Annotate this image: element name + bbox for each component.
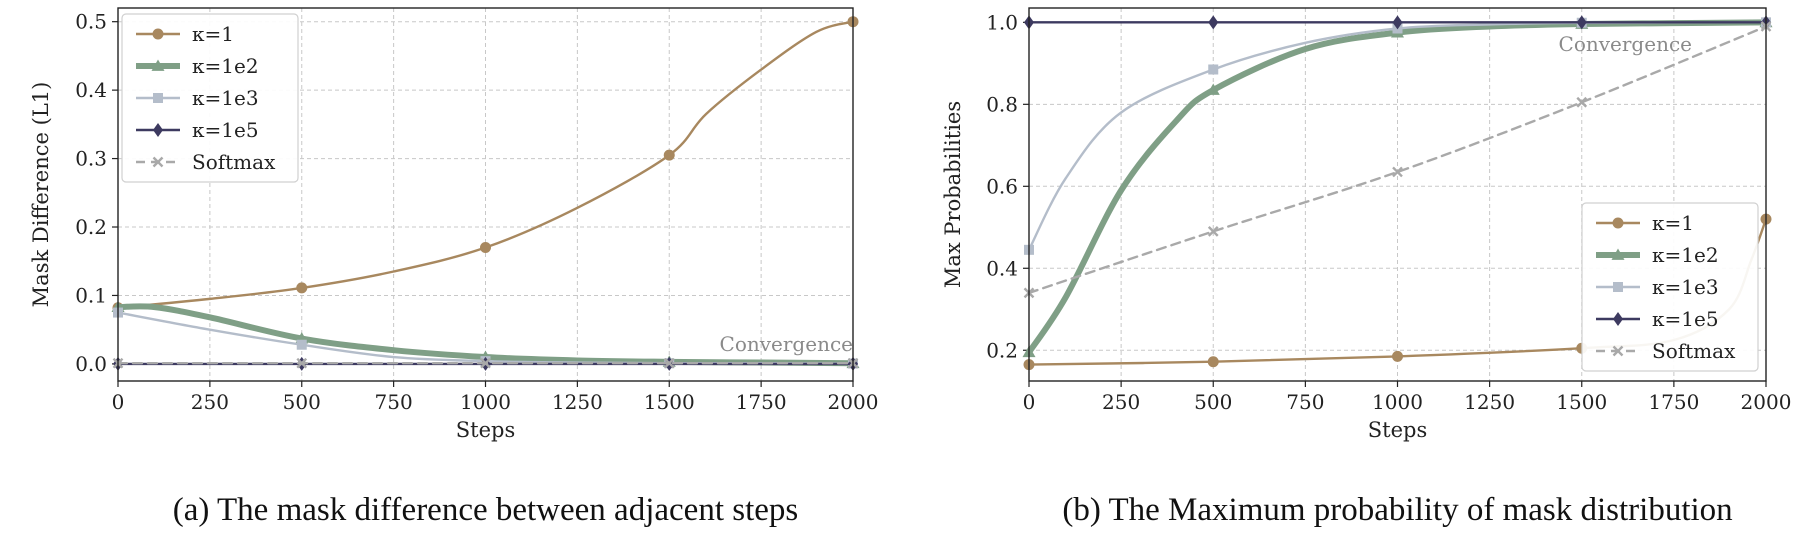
legend-label: κ=1 [192, 22, 234, 46]
x-tick-label: 1500 [644, 390, 695, 414]
x-tick-label: 0 [1023, 390, 1036, 414]
legend-label: κ=1e2 [192, 54, 259, 78]
x-tick-label: 1500 [1556, 390, 1607, 414]
legend-marker [1611, 248, 1625, 260]
x-tick-label: 250 [191, 390, 229, 414]
series-marker-5 [663, 357, 675, 369]
legend-label: κ=1e3 [192, 86, 259, 110]
x-tick-label: 1750 [1648, 390, 1699, 414]
series-marker-4 [1576, 15, 1587, 30]
legend-label: κ=1e5 [192, 118, 259, 142]
y-tick-label: 0.2 [986, 338, 1018, 362]
y-tick-label: 0.4 [75, 78, 107, 102]
figure-caption: (a) The mask difference between adjacent… [173, 492, 799, 528]
series-marker-5 [1576, 96, 1588, 108]
legend-box [121, 13, 299, 183]
y-tick-label: 0.6 [986, 174, 1018, 198]
plot-frame [117, 7, 854, 382]
y-axis-label: Mask Difference (L1) [29, 82, 53, 308]
y-tick-label: 0.2 [75, 215, 107, 239]
legend-marker [152, 156, 164, 168]
y-tick-label: 0.8 [986, 92, 1018, 116]
legend-box [1581, 202, 1759, 372]
x-tick-label: 1250 [1464, 390, 1515, 414]
chart-2: 0 250 500 750 1000 1250 1500 1750 2000 0.2 0.4 0.6 0… [941, 7, 1792, 528]
series-marker-4 [1208, 15, 1219, 30]
x-tick-label: 750 [1286, 390, 1324, 414]
y-tick-label: 1.0 [986, 10, 1018, 34]
legend-marker [151, 59, 165, 71]
series-line-1 [116, 20, 855, 309]
y-tick-label: 0.4 [986, 256, 1018, 280]
legend-label: κ=1e3 [1652, 275, 1719, 299]
x-tick-label: 1000 [460, 390, 511, 414]
series-marker-3 [1208, 64, 1219, 75]
series-marker-1 [1392, 350, 1403, 362]
plot-frame [1028, 7, 1767, 382]
series-marker-3 [296, 339, 307, 350]
series-marker-2 [1206, 83, 1220, 95]
x-tick-label: 250 [1102, 390, 1140, 414]
plot-area [111, 16, 860, 371]
legend-marker [1612, 217, 1624, 229]
x-axis-label: Steps [456, 418, 515, 442]
x-tick-label: 1250 [552, 390, 603, 414]
legend-label: Softmax [1652, 339, 1736, 363]
legend-label: κ=1e2 [1652, 243, 1719, 267]
series-marker-5 [1207, 226, 1219, 237]
x-tick-label: 0 [112, 390, 125, 414]
figure-caption: (b) The Maximum probability of mask dist… [1062, 492, 1732, 528]
legend-marker [152, 28, 164, 40]
series-marker-5 [296, 357, 308, 369]
series-marker-1 [480, 242, 491, 254]
legend-label: κ=1e5 [1652, 307, 1719, 331]
legend-label: κ=1 [1652, 211, 1694, 235]
legend: κ=1 κ=1e2 κ=1e3 κ=1e5 Softmax [1581, 202, 1759, 372]
x-tick-label: 1000 [1372, 390, 1423, 414]
x-tick-label: 500 [283, 390, 321, 414]
plot-area [1022, 15, 1773, 371]
legend-marker [153, 93, 163, 103]
y-tick-label: 0.1 [75, 283, 107, 307]
y-tick-label: 0.5 [75, 10, 107, 34]
y-tick-label: 0.3 [75, 147, 107, 171]
x-tick-label: 500 [1194, 390, 1232, 414]
series-marker-5 [480, 357, 491, 369]
legend: κ=1 κ=1e2 κ=1e3 κ=1e5 Softmax [121, 13, 299, 183]
y-axis-label: Max Probabilities [941, 101, 965, 288]
x-axis-label: Steps [1368, 418, 1427, 442]
y-tick-label: 0.0 [75, 352, 107, 376]
x-tick-label: 750 [375, 390, 413, 414]
legend-marker [1613, 312, 1623, 326]
convergence-annotation: Convergence [1559, 32, 1692, 56]
legend-marker [1613, 282, 1623, 292]
series-marker-4 [1392, 15, 1403, 30]
legend-label: Softmax [192, 150, 276, 174]
series-marker-1 [296, 282, 308, 294]
x-tick-label: 2000 [828, 390, 879, 414]
chart-1: 0 250 500 750 1000 1250 1500 1750 2000 0.0 0.1 0.2 0… [29, 7, 879, 528]
series-marker-5 [1392, 166, 1403, 178]
legend-marker [153, 123, 163, 137]
legend-marker [1612, 345, 1624, 357]
series-marker-1 [1207, 356, 1219, 368]
convergence-annotation: Convergence [720, 332, 853, 356]
series-marker-1 [663, 149, 675, 161]
x-tick-label: 1750 [736, 390, 787, 414]
x-tick-label: 2000 [1741, 390, 1792, 414]
